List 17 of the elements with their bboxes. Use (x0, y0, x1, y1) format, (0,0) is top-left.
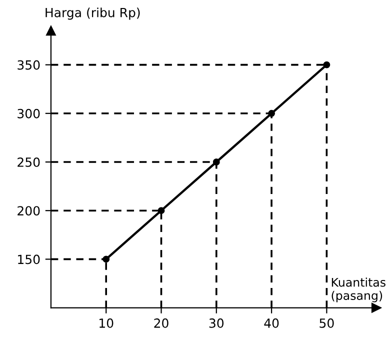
y-axis-title: Harga (ribu Rp) (46, 8, 140, 20)
x-axis-title: Kuantitas (pasang) (332, 278, 386, 302)
y-tick-label: 300 (18, 108, 40, 118)
x-tick-label: 50 (320, 318, 334, 328)
x-tick-label: 30 (209, 318, 224, 328)
y-tick-label: 350 (18, 60, 40, 70)
point (268, 110, 276, 117)
x-tick-label: 20 (154, 318, 168, 328)
y-tick-label: 250 (18, 157, 40, 167)
point (212, 158, 220, 166)
point (323, 61, 330, 68)
x-tick-label: 40 (264, 318, 279, 328)
y-tick-label: 200 (18, 206, 40, 216)
y-tick-label: 150 (18, 254, 40, 264)
point (102, 256, 110, 263)
point (158, 207, 165, 214)
x-tick-label: 10 (100, 318, 114, 328)
